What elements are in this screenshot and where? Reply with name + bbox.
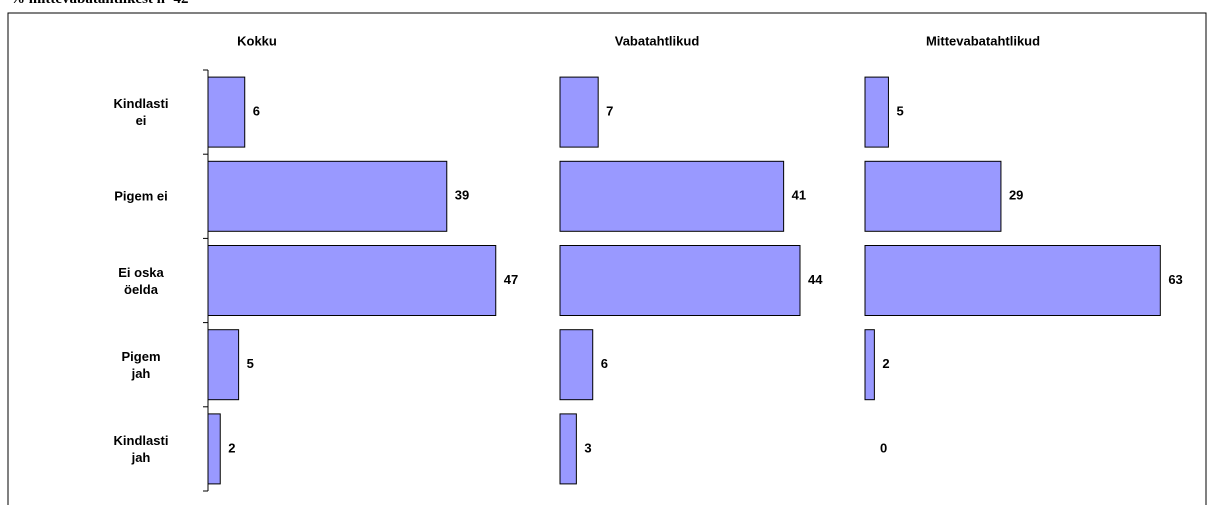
bar: [559, 76, 599, 148]
value-label: 2: [228, 440, 235, 455]
value-label: 6: [253, 104, 260, 119]
bar: [559, 160, 785, 232]
category-label: Pigem jah: [121, 348, 161, 381]
value-label: 41: [792, 188, 806, 203]
bar: [207, 160, 448, 232]
bar: [864, 160, 1002, 232]
value-label: 0: [880, 440, 887, 455]
frame: [7, 12, 1207, 505]
panel-title: Kokku: [237, 33, 277, 48]
bar: [207, 413, 221, 485]
panel-title: Vabatahtlikud: [615, 33, 700, 48]
bar: [207, 329, 240, 401]
bar: [864, 245, 1161, 316]
bar: [559, 413, 577, 485]
category-label: Kindlasti ei: [113, 96, 169, 129]
category-label: Ei oska öelda: [118, 264, 164, 297]
value-label: 39: [455, 188, 469, 203]
value-label: 5: [247, 356, 254, 371]
bar: [559, 329, 594, 401]
bar: [207, 76, 246, 148]
value-label: 44: [808, 272, 823, 287]
value-label: 5: [896, 104, 903, 119]
value-label: 47: [504, 272, 518, 287]
bar: [864, 76, 889, 148]
value-label: 3: [584, 440, 591, 455]
value-label: 6: [601, 356, 608, 371]
value-label: 63: [1168, 272, 1182, 287]
category-label: Kindlasti jah: [113, 432, 169, 465]
value-label: 7: [606, 104, 613, 119]
value-label: 29: [1009, 188, 1023, 203]
bar: [207, 245, 497, 316]
bar: [864, 329, 875, 401]
subtitle: % mittevabatahtlikest n=42: [10, 0, 189, 8]
category-label: Pigem ei: [114, 188, 168, 204]
bar: [559, 245, 801, 316]
value-label: 2: [882, 356, 889, 371]
panel-title: Mittevabatahtlikud: [926, 33, 1040, 48]
